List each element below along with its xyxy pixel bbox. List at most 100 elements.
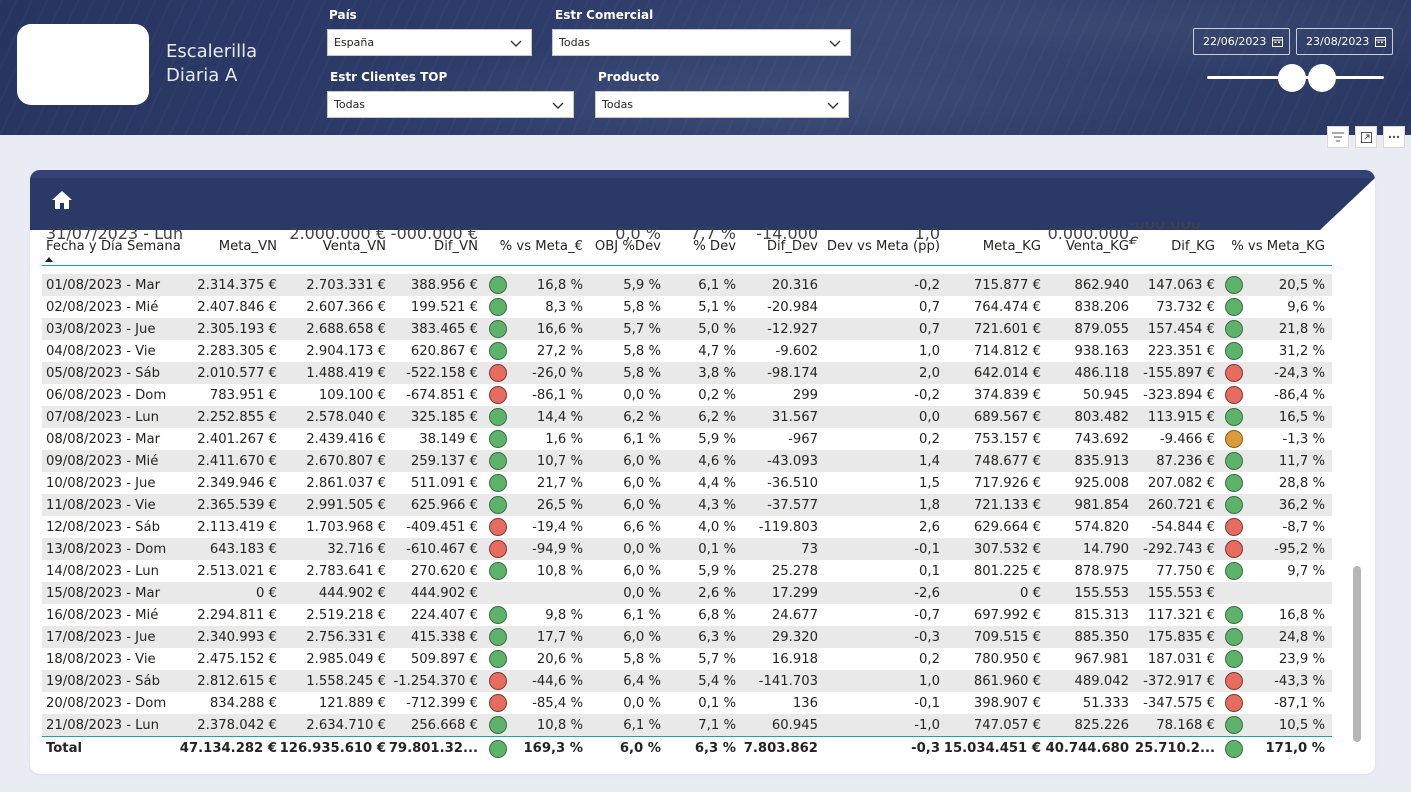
focus-mode-icon: [1360, 131, 1372, 143]
table-row[interactable]: 21/08/2023 - Lun 2.378.042 € 2.634.710 € 25…: [42, 714, 1332, 736]
table-cell: 2.340.993 €: [197, 629, 277, 645]
filter-select-pais[interactable]: España: [327, 29, 532, 56]
table-cell: 6,2 %: [698, 409, 736, 425]
data-table: Fecha y Día Semana Meta_VN Venta_VN Dif_VN%…: [42, 222, 1332, 760]
table-cell: 147.063 €: [1147, 277, 1215, 293]
table-cell: -98.174: [767, 365, 818, 381]
filter-select-estr-clientes-top[interactable]: Todas: [327, 91, 574, 118]
table-cell: 2.010.577 €: [197, 365, 277, 381]
table-row[interactable]: 12/08/2023 - Sáb 2.113.419 € 1.703.968 € -4…: [42, 516, 1332, 538]
table-row[interactable]: 07/08/2023 - Lun 2.252.855 € 2.578.040 € 32…: [42, 406, 1332, 428]
table-cell: 21/08/2023 - Lun: [46, 717, 159, 733]
table-cell: 8,3 %: [545, 299, 583, 315]
table-cell: 629.664 €: [973, 519, 1041, 535]
table-cell: 834.288 €: [209, 695, 277, 711]
table-row[interactable]: 06/08/2023 - Dom 783.951 € 109.100 € -674.8…: [42, 384, 1332, 406]
table-cell: 0,2 %: [698, 387, 736, 403]
table-cell: -0,1: [914, 541, 940, 557]
date-slider-end-handle[interactable]: [1308, 64, 1336, 92]
table-cell: 6,0 %: [623, 629, 661, 645]
table-scrollbar[interactable]: [1353, 566, 1361, 742]
status-green-indicator: [489, 628, 507, 646]
table-row[interactable]: 10/08/2023 - Jue 2.349.946 € 2.861.037 € 51…: [42, 472, 1332, 494]
table-cell: 6,1 %: [623, 607, 661, 623]
filter-select-estr-comercial[interactable]: Todas: [552, 29, 851, 56]
total-cell: 171,0 %: [1265, 741, 1325, 756]
table-cell: -409.451 €: [406, 519, 478, 535]
table-cell: 2.305.193 €: [197, 321, 277, 337]
table-row[interactable]: 13/08/2023 - Dom 643.183 € 32.716 € -610.46…: [42, 538, 1332, 560]
more-options-button[interactable]: [1383, 126, 1405, 148]
filter-label-estr-clientes-top: Estr Clientes TOP: [330, 70, 448, 84]
filter-value-pais: España: [334, 36, 375, 49]
table-cell: 574.820: [1074, 519, 1129, 535]
total-cell: Total: [46, 741, 83, 756]
table-cell: 981.854: [1074, 497, 1129, 513]
table-row[interactable]: 11/08/2023 - Vie 2.365.539 € 2.991.505 € 62…: [42, 494, 1332, 516]
table-row[interactable]: 18/08/2023 - Vie 2.475.152 € 2.985.049 € 50…: [42, 648, 1332, 670]
table-cell: 2.756.331 €: [306, 629, 386, 645]
table-row[interactable]: 03/08/2023 - Jue 2.305.193 € 2.688.658 € 38…: [42, 318, 1332, 340]
column-header: Dif_VN: [434, 239, 478, 254]
table-row[interactable]: 17/08/2023 - Jue 2.340.993 € 2.756.331 € 41…: [42, 626, 1332, 648]
table-row[interactable]: 20/08/2023 - Dom 834.288 € 121.889 € -712.3…: [42, 692, 1332, 714]
table-cell: 717.926 €: [973, 475, 1041, 491]
chevron-down-icon: [827, 102, 839, 109]
table-row[interactable]: 08/08/2023 - Mar 2.401.267 € 2.439.416 € 38…: [42, 428, 1332, 450]
table-row[interactable]: 02/08/2023 - Mié 2.407.846 € 2.607.366 € 19…: [42, 296, 1332, 318]
table-cell: 4,0 %: [698, 519, 736, 535]
table-cell: 121.889 €: [318, 695, 386, 711]
status-green-indicator: [1225, 342, 1243, 360]
table-total-row: Total 47.134.282 €126.935.610 €79.801.32.…: [42, 736, 1332, 760]
table-cell: 27,2 %: [536, 343, 583, 359]
table-row[interactable]: 14/08/2023 - Lun 2.513.021 € 2.783.641 € 27…: [42, 560, 1332, 582]
table-cell: 5,1 %: [698, 299, 736, 315]
focus-mode-button[interactable]: [1355, 126, 1377, 148]
table-cell: -85,4 %: [532, 695, 583, 711]
table-cell: 04/08/2023 - Vie: [46, 343, 156, 359]
date-slider-start-handle[interactable]: [1278, 64, 1306, 92]
filter-value-producto: Todas: [602, 98, 634, 111]
table-cell: 0 €: [1020, 585, 1041, 601]
filter-button[interactable]: [1327, 126, 1349, 148]
table-row[interactable]: 05/08/2023 - Sáb 2.010.577 € 1.488.419 € -5…: [42, 362, 1332, 384]
table-cell: 714.812 €: [973, 343, 1041, 359]
table-cell: 764.474 €: [973, 299, 1041, 315]
total-cell: 6,0 %: [619, 741, 661, 756]
table-cell: 51.333: [1082, 695, 1129, 711]
sort-ascending-icon[interactable]: [45, 257, 53, 262]
status-dot-cell: [1225, 340, 1245, 362]
table-cell: 28,8 %: [1278, 475, 1325, 491]
date-end-input[interactable]: 23/08/2023: [1296, 28, 1393, 55]
table-row[interactable]: 15/08/2023 - Mar 0 € 444.902 € 444.902 € 0,0…: [42, 582, 1332, 604]
table-cell: [512, 582, 583, 604]
table-row[interactable]: 16/08/2023 - Mié 2.294.811 € 2.519.218 € 22…: [42, 604, 1332, 626]
column-header: Venta_KG: [1065, 239, 1129, 254]
table-row[interactable]: 09/08/2023 - Mié 2.411.670 € 2.670.807 € 25…: [42, 450, 1332, 472]
table-cell: 207.082 €: [1147, 475, 1215, 491]
table-cell: -712.399 €: [406, 695, 478, 711]
home-icon[interactable]: [50, 189, 74, 211]
table-cell: -9.466 €: [1159, 431, 1215, 447]
total-status-dot-cell: [489, 737, 509, 760]
table-cell: 489.042: [1074, 673, 1129, 689]
table-cell: 109.100 €: [318, 387, 386, 403]
status-green-indicator: [1225, 320, 1243, 338]
table-row[interactable]: 04/08/2023 - Vie 2.283.305 € 2.904.173 € 62…: [42, 340, 1332, 362]
date-start-input[interactable]: 22/06/2023: [1193, 28, 1290, 55]
status-green-indicator: [489, 716, 507, 734]
table-row[interactable]: 01/08/2023 - Mar 2.314.375 € 2.703.331 € 38…: [42, 274, 1332, 296]
table-row[interactable]: 19/08/2023 - Sáb 2.812.615 € 1.558.245 € -1…: [42, 670, 1332, 692]
column-header: Fecha y Día Semana: [46, 239, 181, 254]
table-cell: 13/08/2023 - Dom: [46, 541, 167, 557]
status-red-indicator: [489, 540, 507, 558]
column-header: Dif_KG: [1171, 239, 1215, 254]
status-red-indicator: [489, 386, 507, 404]
status-dot-cell: [489, 450, 509, 472]
status-dot-cell: [1225, 428, 1245, 450]
table-cell: 17/08/2023 - Jue: [46, 629, 156, 645]
status-dot-cell: [489, 274, 509, 296]
filter-select-producto[interactable]: Todas: [595, 91, 849, 118]
table-cell: 862.940: [1074, 277, 1129, 293]
total-cell: 6,3 %: [694, 741, 736, 756]
